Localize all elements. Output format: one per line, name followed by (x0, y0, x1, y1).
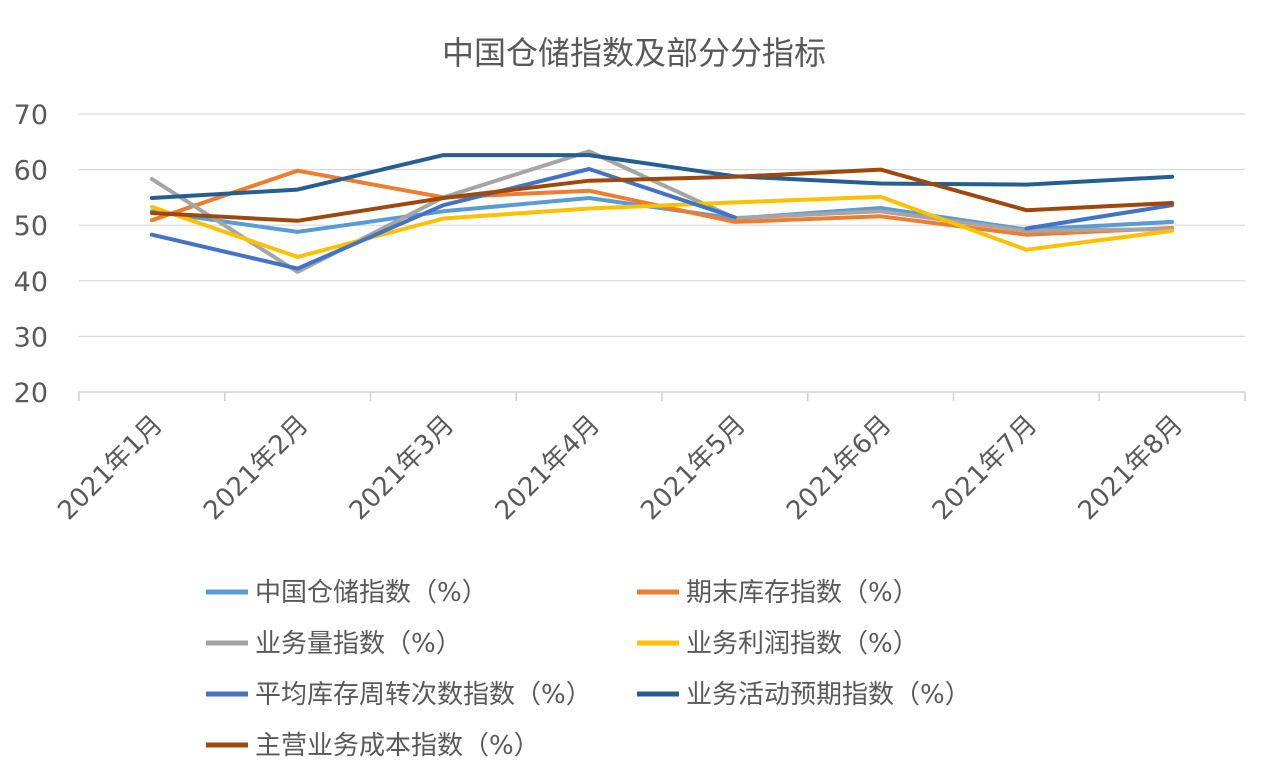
legend-label: 中国仓储指数（%） (255, 578, 488, 608)
series-line-5 (149, 167, 1175, 271)
gridlines (79, 113, 1245, 337)
legend-label: 业务量指数（%） (255, 629, 462, 659)
x-axis-tick-labels: 2021年1月 2021年2月 2021年3月 2021年4月 2021年5月 2021年… (52, 410, 1189, 526)
legend-label: 平均库存周转次数指数（%） (255, 680, 592, 710)
y-tick-label: 50 (14, 211, 48, 242)
x-tick-label: 2021年3月 (344, 410, 460, 526)
y-tick-label: 20 (14, 378, 48, 409)
x-tick-label: 2021年6月 (781, 410, 897, 526)
series-line-1 (149, 196, 1175, 234)
y-tick-label: 70 (14, 100, 48, 131)
legend-label: 业务利润指数（%） (686, 629, 919, 659)
series-line-7 (149, 167, 1175, 223)
legend-label: 期末库存指数（%） (686, 578, 919, 608)
legend: 中国仓储指数（%） 期末库存指数（%） 业务量指数（%） 业务利润指数（%） 平均库存周… (206, 578, 971, 761)
y-tick-label: 30 (14, 322, 48, 353)
x-tick-label: 2021年4月 (490, 410, 606, 526)
x-tick-label: 2021年2月 (198, 410, 314, 526)
y-tick-label: 60 (14, 156, 48, 187)
x-tick-label: 2021年1月 (52, 410, 168, 526)
chart-title: 中国仓储指数及部分分指标 (442, 34, 826, 72)
x-tick-label: 2021年7月 (927, 410, 1043, 526)
y-tick-label: 40 (14, 267, 48, 298)
series-line-6 (149, 153, 1175, 200)
y-axis-tick-labels: 20 30 40 50 60 70 (14, 100, 48, 409)
legend-label: 业务活动预期指数（%） (686, 680, 971, 710)
series-line-4 (149, 194, 1175, 259)
series-lines (149, 149, 1175, 274)
x-axis (78, 391, 1246, 401)
x-tick-label: 2021年8月 (1073, 410, 1189, 526)
x-tick-label: 2021年5月 (635, 410, 751, 526)
legend-label: 主营业务成本指数（%） (255, 731, 540, 761)
